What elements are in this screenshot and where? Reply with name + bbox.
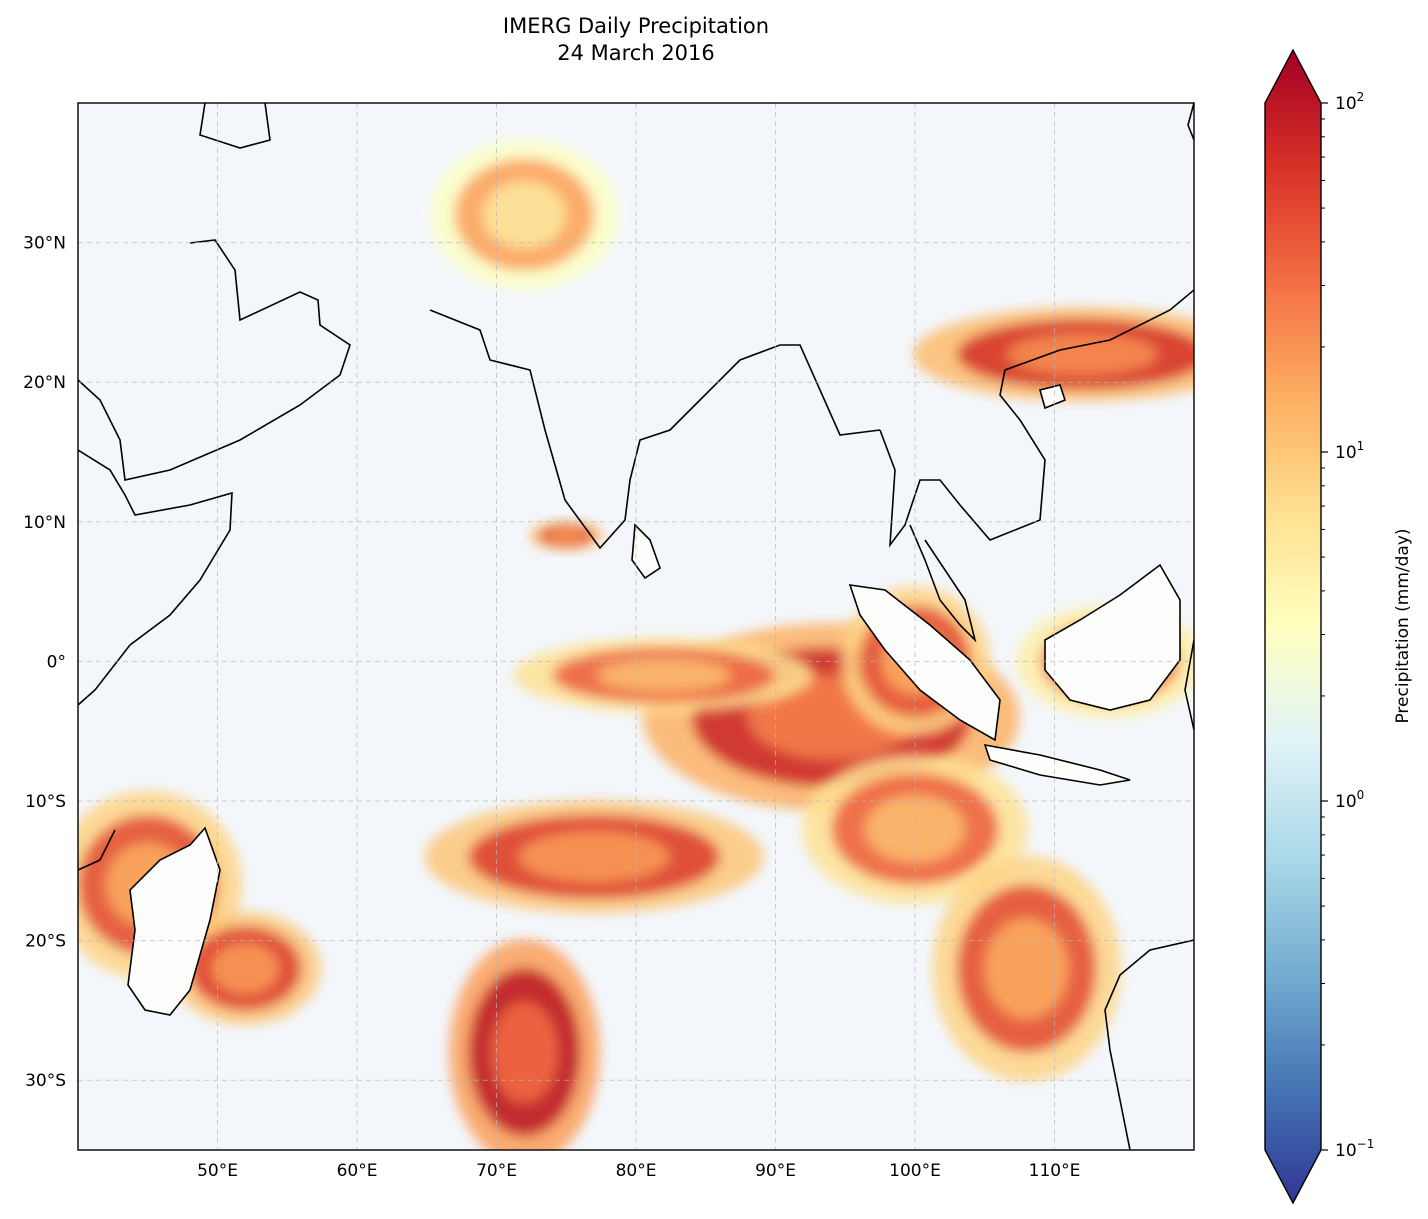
precip-region-australia-west bbox=[932, 855, 1121, 1082]
colorbar-tick-base: 10 bbox=[1335, 792, 1357, 812]
colorbar-label: Precipitation (mm/day) bbox=[1393, 528, 1413, 723]
coastline-arabia bbox=[78, 239, 351, 481]
colorbar-tick-label: 100 bbox=[1335, 788, 1364, 812]
precip-region-tibet-north bbox=[430, 139, 619, 291]
coastlines bbox=[78, 103, 1194, 1150]
x-tick-label: 100°E bbox=[889, 1161, 941, 1181]
colorbar-tick-label: 102 bbox=[1335, 90, 1364, 114]
x-tick-label: 90°E bbox=[755, 1161, 796, 1181]
coastline-east-china-sea bbox=[1187, 103, 1194, 141]
x-tick-label: 60°E bbox=[337, 1161, 378, 1181]
y-tick-label: 0° bbox=[47, 652, 66, 672]
coastline-australia bbox=[1104, 939, 1194, 1150]
colorbar-tick-exponent: 2 bbox=[1357, 90, 1365, 104]
precip-region-sri-lanka-west bbox=[528, 520, 604, 551]
chart-subtitle: 24 March 2016 bbox=[557, 41, 715, 65]
coastline-mediterranean bbox=[199, 103, 271, 149]
colorbar-gradient bbox=[1264, 48, 1322, 1205]
coastline-sumatra bbox=[848, 584, 1001, 742]
y-tick-label: 10°S bbox=[25, 792, 66, 812]
y-tick-label: 30°N bbox=[23, 234, 66, 254]
x-tick-label: 50°E bbox=[197, 1161, 238, 1181]
map-frame bbox=[77, 102, 1195, 1151]
coastline-hainan bbox=[1039, 384, 1066, 410]
coastline-java bbox=[983, 743, 1131, 786]
coastline-malay-peninsula bbox=[909, 524, 977, 643]
y-tick-label: 30°S bbox=[25, 1071, 66, 1091]
precip-region-frontal-band-south bbox=[449, 939, 600, 1150]
coastline-madagascar bbox=[127, 826, 221, 1016]
coastline-southeast-asia bbox=[879, 289, 1194, 548]
coastline-india bbox=[429, 309, 881, 550]
colorbar-tick-exponent: −1 bbox=[1357, 1137, 1375, 1151]
x-tick-label: 110°E bbox=[1029, 1161, 1081, 1181]
colorbar-tick-label: 101 bbox=[1335, 439, 1364, 463]
precip-region-south-china bbox=[912, 307, 1194, 402]
x-tick-label: 80°E bbox=[616, 1161, 657, 1181]
y-tick-label: 20°S bbox=[25, 932, 66, 952]
coastline-mozambique bbox=[78, 829, 116, 871]
colorbar-tick-base: 10 bbox=[1335, 94, 1357, 114]
colorbar-tick-base: 10 bbox=[1335, 1141, 1357, 1161]
colorbar-tick-label: 10−1 bbox=[1335, 1137, 1374, 1161]
precip-region-s-indian-convergence-1 bbox=[424, 800, 764, 914]
coastline-africa bbox=[78, 449, 233, 706]
y-axis-ticks: 30°N 20°N 10°N 0° 10°S 20°S 30°S bbox=[23, 234, 66, 1092]
coastline-sri-lanka bbox=[631, 523, 661, 580]
x-tick-label: 70°E bbox=[476, 1161, 517, 1181]
y-tick-label: 20°N bbox=[23, 373, 66, 393]
colorbar-tick-base: 10 bbox=[1335, 443, 1357, 463]
colorbar-tick-exponent: 0 bbox=[1357, 788, 1365, 802]
y-tick-label: 10°N bbox=[23, 513, 66, 533]
coastline-philippines bbox=[1184, 639, 1194, 731]
x-axis-ticks: 50°E 60°E 70°E 80°E 90°E 100°E 110°E bbox=[197, 1161, 1080, 1181]
precip-region-equatorial-band-west bbox=[513, 637, 815, 714]
colorbar-tick-exponent: 1 bbox=[1357, 439, 1365, 453]
gridlines bbox=[78, 103, 1194, 1150]
chart-title: IMERG Daily Precipitation bbox=[502, 14, 770, 38]
coastline-borneo bbox=[1044, 563, 1181, 711]
